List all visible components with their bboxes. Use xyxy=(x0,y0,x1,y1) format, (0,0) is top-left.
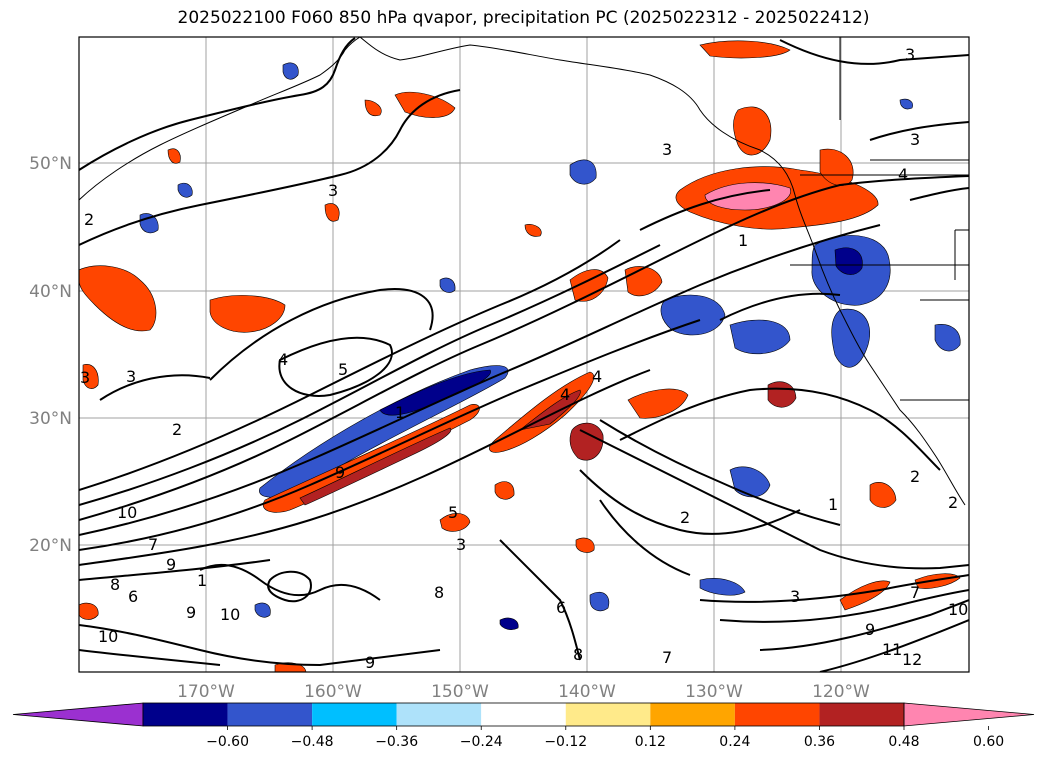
contour-label: 5 xyxy=(338,360,348,379)
colorbar-tick-label: 0.12 xyxy=(635,734,666,750)
lon-labels: 170°W 160°W 150°W 140°W 130°W 120°W xyxy=(177,682,870,702)
qvapor-contours xyxy=(79,37,969,672)
contour-label: 3 xyxy=(126,367,136,386)
contour-label: 2 xyxy=(680,508,690,527)
contour-label: 10 xyxy=(117,503,137,522)
contour-label: 3 xyxy=(662,140,672,159)
colorbar-segment xyxy=(565,703,651,726)
lat-label-20n: 20°N xyxy=(29,536,72,556)
colorbar-tick-label: 0.60 xyxy=(973,734,1004,750)
contour-label: 3 xyxy=(905,45,915,64)
lat-label-30n: 30°N xyxy=(29,409,72,429)
colorbar-tick-label: 0.24 xyxy=(719,734,750,750)
contour-label: 6 xyxy=(556,598,566,617)
contour-label: 10 xyxy=(948,600,968,619)
colorbar-segment xyxy=(396,703,482,726)
contour-label: 2 xyxy=(172,420,182,439)
contour-label: 9 xyxy=(186,603,196,622)
contour-label: 7 xyxy=(662,648,672,667)
coastlines xyxy=(79,37,969,506)
colorbar-tick-label: −0.24 xyxy=(460,734,503,750)
contour-label: 1 xyxy=(828,495,838,514)
contour-label: 8 xyxy=(573,645,583,664)
contour-label: 7 xyxy=(910,583,920,602)
map-frame xyxy=(78,36,970,673)
colorbar-segment xyxy=(227,703,313,726)
lat-labels: 50°N 40°N 30°N 20°N xyxy=(29,154,72,556)
contour-label: 4 xyxy=(592,367,602,386)
lat-label-40n: 40°N xyxy=(29,282,72,302)
contour-label: 9 xyxy=(865,620,875,639)
colorbar-segment xyxy=(903,702,1035,727)
contour-label: 3 xyxy=(328,181,338,200)
lon-label-140w: 140°W xyxy=(558,682,616,702)
contour-label: 1 xyxy=(395,403,405,422)
contour-label: 11 xyxy=(882,640,902,659)
colorbar-segment xyxy=(481,703,566,726)
lon-label-120w: 120°W xyxy=(812,682,870,702)
contour-label: 3 xyxy=(80,368,90,387)
contour-label: 1 xyxy=(197,571,207,590)
colorbar-tick-label: −0.12 xyxy=(544,734,587,750)
contour-label-group: 3 3 3 3 3 2 2 4 5 3 1 4 4 9 10 7 9 8 6 1… xyxy=(80,45,968,672)
colorbar-tick-label: −0.48 xyxy=(291,734,334,750)
contour-label: 8 xyxy=(434,583,444,602)
lon-label-150w: 150°W xyxy=(431,682,489,702)
colorbar-tick-label: −0.36 xyxy=(375,734,418,750)
contour-label: 8 xyxy=(110,575,120,594)
contour-label: 1 xyxy=(738,231,748,250)
contour-label: 3 xyxy=(456,535,466,554)
contour-label: 9 xyxy=(166,555,176,574)
lon-label-160w: 160°W xyxy=(304,682,362,702)
colorbar-tick-label: 0.48 xyxy=(888,734,919,750)
contour-label: 3 xyxy=(910,130,920,149)
colorbar-tick-label: −0.60 xyxy=(206,734,249,750)
lat-label-50n: 50°N xyxy=(29,154,72,174)
contour-label: 10 xyxy=(220,605,240,624)
contour-label: 4 xyxy=(278,350,288,369)
contour-label: 2 xyxy=(948,493,958,512)
contour-label: 3 xyxy=(790,587,800,606)
colorbar-segment xyxy=(819,703,904,726)
contour-label: 6 xyxy=(128,587,138,606)
contour-label: 2 xyxy=(84,210,94,229)
colorbar-segment xyxy=(12,702,144,727)
colorbar-tick-label: 0.36 xyxy=(804,734,835,750)
colorbar: −0.60 −0.48 −0.36 −0.24 −0.12 0.12 0.24 0.36 0.4… xyxy=(12,702,1035,750)
contour-label: 2 xyxy=(910,467,920,486)
contour-label: 4 xyxy=(560,385,570,404)
precip-shading xyxy=(79,40,961,672)
colorbar-segment xyxy=(650,703,735,726)
colorbar-segment xyxy=(734,703,820,726)
contour-label: 5 xyxy=(448,503,458,522)
contour-label: 12 xyxy=(902,650,922,669)
map-title: 2025022100 F060 850 hPa qvapor, precipit… xyxy=(177,8,870,28)
contour-label: 4 xyxy=(898,165,908,184)
colorbar-outline xyxy=(142,702,905,727)
lon-label-130w: 130°W xyxy=(685,682,743,702)
contour-label: 9 xyxy=(365,653,375,672)
lon-label-170w: 170°W xyxy=(177,682,235,702)
colorbar-segment xyxy=(312,703,397,726)
contour-label: 9 xyxy=(335,463,345,482)
colorbar-segment xyxy=(143,703,228,726)
contour-label: 7 xyxy=(148,535,158,554)
contour-label: 10 xyxy=(98,627,118,646)
